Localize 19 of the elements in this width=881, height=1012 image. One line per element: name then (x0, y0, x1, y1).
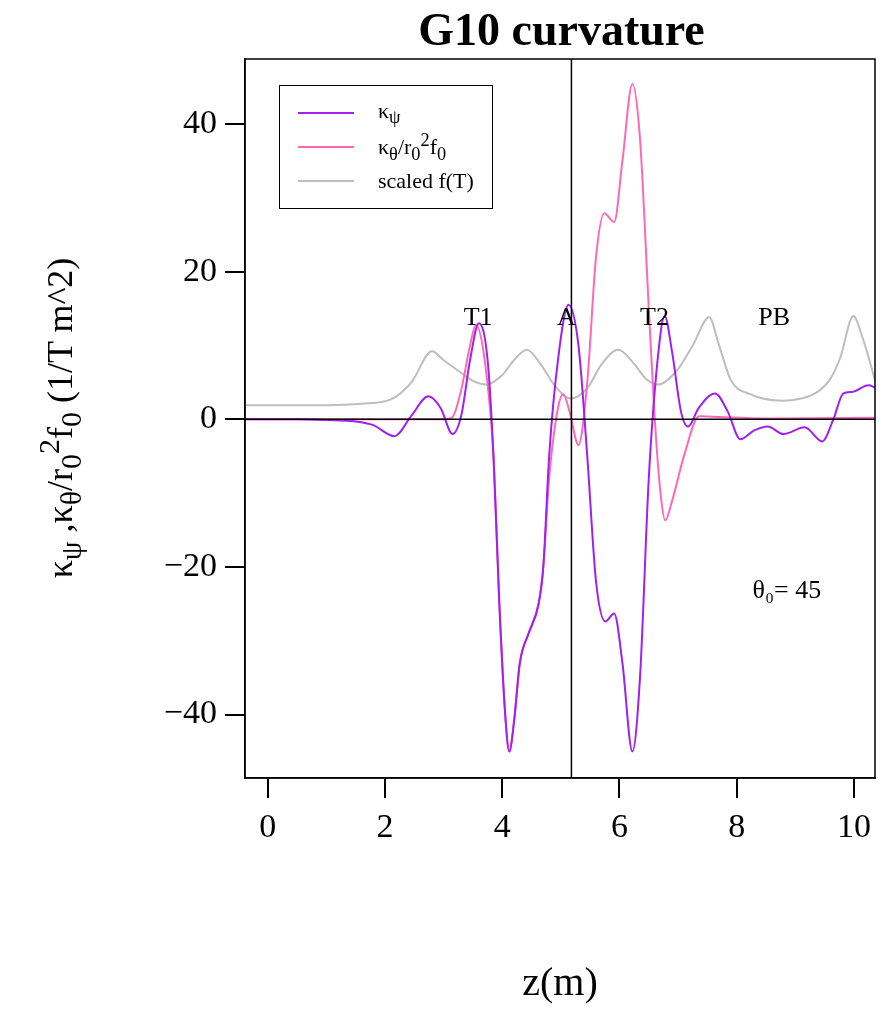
y-tick-label: −20 (163, 545, 217, 583)
legend-label: scaled f(T) (378, 168, 474, 194)
x-tick-label: 0 (259, 807, 277, 845)
x-tick-label: 10 (836, 807, 871, 845)
x-axis-title: z(m) (522, 958, 598, 1004)
annotation: PB (758, 301, 791, 331)
x-tick-label: 2 (376, 807, 394, 845)
y-tick-label: 40 (183, 102, 217, 140)
y-tick-label: 20 (183, 250, 217, 288)
y-tick-label: 0 (200, 398, 217, 436)
x-tick-label: 6 (610, 807, 628, 845)
annotation: T1 (463, 301, 493, 331)
legend-label: κ$_{θ}$/r$_{0}$$^{2}$f$_{0}$ (378, 129, 447, 165)
chart-title: G10 curvature (417, 3, 706, 57)
x-tick-label: 8 (728, 807, 746, 845)
x-tick-label: 4 (493, 807, 511, 845)
y-tick-label: −40 (163, 693, 217, 731)
annotation: θ₀= 45 (752, 574, 822, 604)
legend-label: κ$_{ψ}$ (378, 97, 401, 129)
